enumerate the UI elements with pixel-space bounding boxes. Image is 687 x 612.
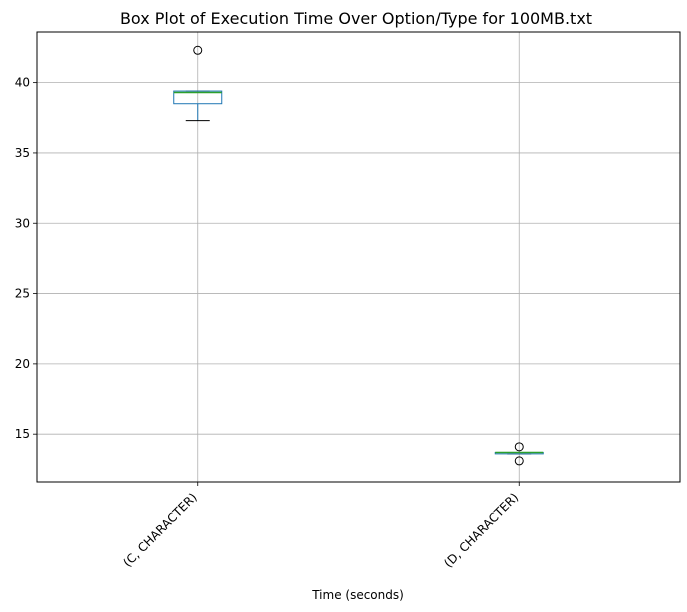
plot-frame <box>36 31 681 483</box>
box-outlier <box>514 442 524 452</box>
y-tick-label: 20 <box>15 357 30 371</box>
box-outlier <box>514 456 524 466</box>
y-tick-label: 40 <box>15 76 30 90</box>
y-tick-label: 35 <box>15 146 30 160</box>
y-tick-label: 30 <box>15 216 30 230</box>
y-tick-label: 15 <box>15 427 30 441</box>
x-axis-label: Time (seconds) <box>311 588 404 602</box>
y-tick-label: 25 <box>15 287 30 301</box>
chart-title: Box Plot of Execution Time Over Option/T… <box>120 9 592 28</box>
box-layer <box>173 45 544 466</box>
box-outlier <box>193 45 203 55</box>
box-iqr <box>173 90 223 105</box>
